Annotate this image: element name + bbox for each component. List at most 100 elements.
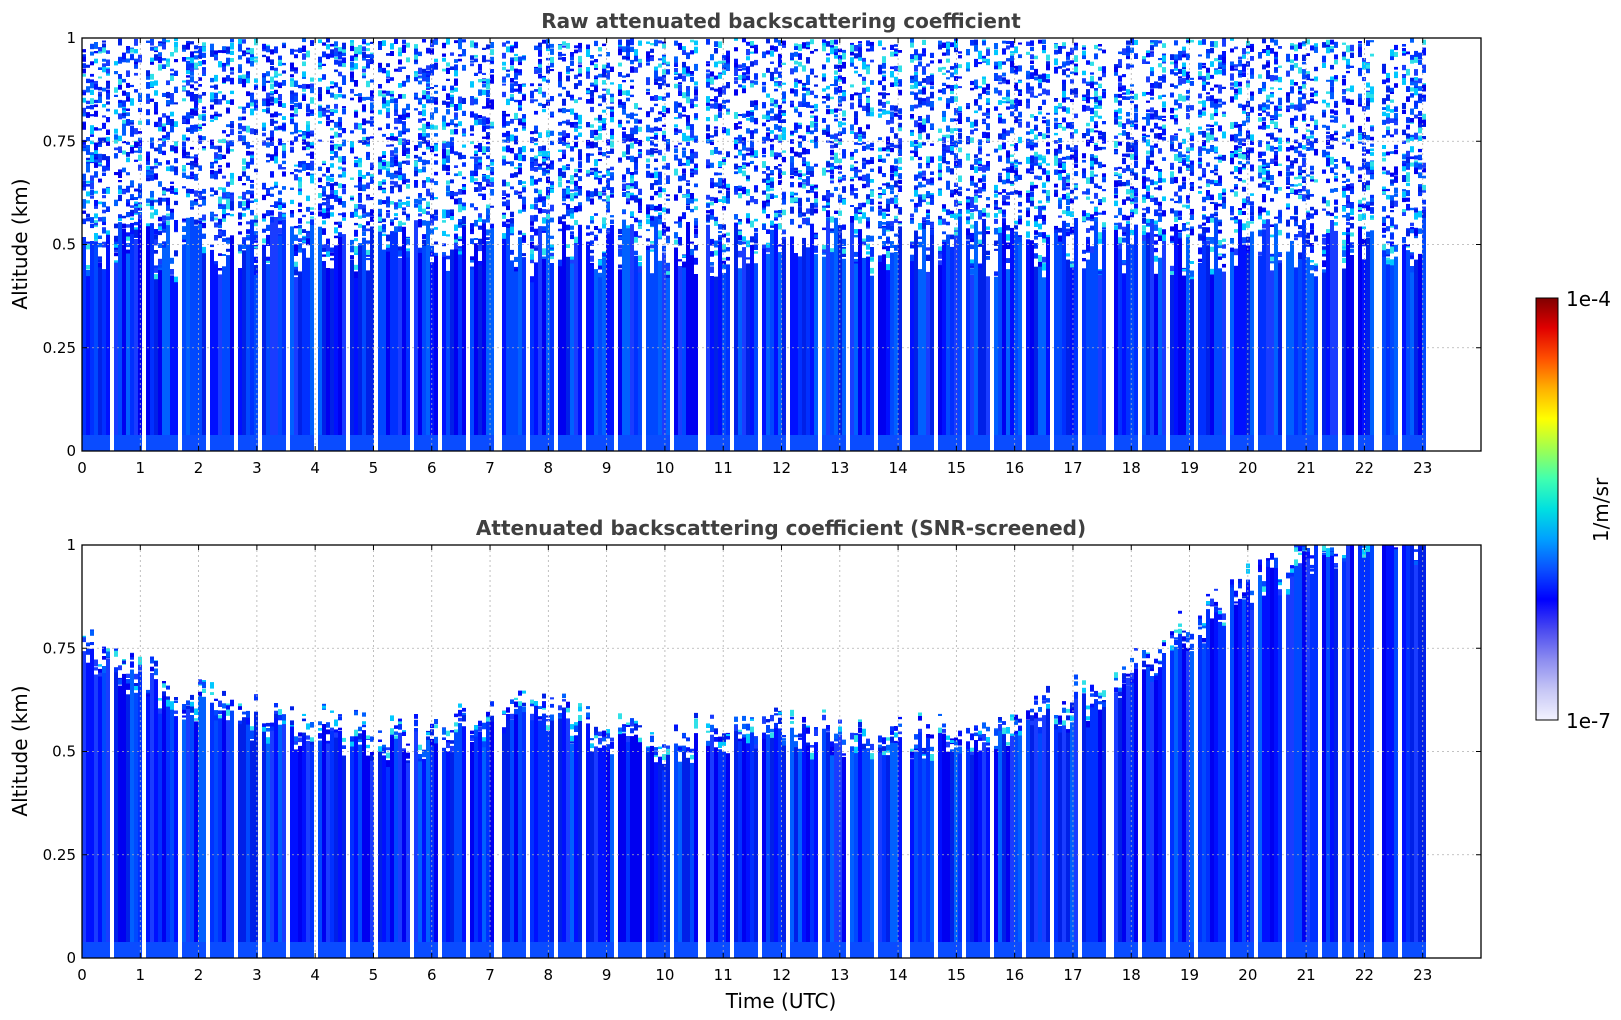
- heatmap-column: [678, 266, 682, 451]
- heatmap-speckle: [270, 216, 274, 223]
- heatmap-speckle: [586, 169, 590, 174]
- heatmap-speckle: [478, 217, 482, 222]
- heatmap-surface-cell: [330, 435, 334, 451]
- heatmap-speckle: [238, 64, 242, 70]
- heatmap-speckle: [574, 206, 578, 213]
- heatmap-speckle: [694, 151, 698, 159]
- heatmap-speckle: [722, 257, 726, 260]
- heatmap-speckle: [274, 67, 278, 72]
- heatmap-speckle: [202, 115, 206, 122]
- heatmap-speckle: [814, 75, 818, 78]
- heatmap-speckle: [610, 128, 614, 136]
- heatmap-speckle: [666, 70, 670, 75]
- heatmap-speckle: [102, 209, 106, 214]
- heatmap-speckle: [766, 127, 770, 132]
- heatmap-speckle: [198, 98, 202, 103]
- heatmap-speckle: [86, 213, 90, 217]
- heatmap-speckle: [566, 164, 570, 167]
- heatmap-speckle: [154, 102, 158, 107]
- heatmap-speckle: [650, 43, 654, 46]
- heatmap-speckle: [370, 209, 374, 216]
- heatmap-speckle: [118, 74, 122, 81]
- heatmap-speckle: [106, 50, 110, 54]
- heatmap-speckle: [238, 268, 242, 273]
- heatmap-speckle: [762, 122, 766, 127]
- heatmap-speckle: [322, 191, 326, 197]
- heatmap-speckle: [714, 241, 718, 248]
- heatmap-speckle: [794, 151, 798, 157]
- heatmap-speckle: [674, 239, 678, 245]
- heatmap-speckle: [102, 218, 106, 226]
- heatmap-speckle: [322, 202, 326, 206]
- heatmap-speckle: [626, 52, 630, 60]
- heatmap-speckle: [210, 174, 214, 179]
- heatmap-speckle: [442, 153, 446, 159]
- heatmap-speckle: [658, 230, 662, 236]
- heatmap-speckle: [322, 107, 326, 113]
- heatmap-speckle: [754, 73, 758, 80]
- heatmap-speckle: [422, 109, 426, 117]
- heatmap-speckle: [558, 158, 562, 162]
- heatmap-speckle: [478, 115, 482, 119]
- heatmap-speckle: [326, 89, 330, 95]
- heatmap-speckle: [194, 104, 198, 111]
- heatmap-speckle: [434, 153, 438, 157]
- heatmap-speckle: [882, 74, 886, 78]
- heatmap-speckle: [558, 108, 562, 113]
- heatmap-speckle: [858, 74, 862, 77]
- heatmap-speckle: [318, 211, 322, 217]
- heatmap-speckle: [266, 71, 270, 77]
- heatmap-speckle: [190, 96, 194, 102]
- heatmap-speckle: [118, 57, 122, 61]
- heatmap-speckle: [622, 183, 626, 190]
- heatmap-speckle: [94, 110, 98, 117]
- heatmap-speckle: [194, 81, 198, 84]
- heatmap-speckle: [302, 53, 306, 60]
- heatmap-speckle: [610, 193, 614, 198]
- heatmap-speckle: [334, 131, 338, 138]
- heatmap-speckle: [694, 168, 698, 171]
- heatmap-speckle: [250, 94, 254, 98]
- heatmap-column: [490, 227, 494, 451]
- heatmap-speckle: [278, 204, 282, 210]
- heatmap-speckle: [250, 97, 254, 103]
- heatmap-column: [330, 268, 334, 451]
- heatmap-speckle: [826, 105, 830, 109]
- heatmap-speckle: [866, 112, 870, 117]
- heatmap-speckle: [834, 76, 838, 83]
- heatmap-speckle: [422, 104, 426, 109]
- heatmap-speckle: [426, 211, 430, 215]
- heatmap-speckle: [898, 109, 902, 113]
- heatmap-speckle: [482, 176, 486, 182]
- heatmap-surface-cell: [782, 435, 786, 451]
- heatmap-speckle: [910, 79, 914, 84]
- heatmap-speckle: [658, 204, 662, 211]
- heatmap-speckle: [366, 249, 370, 256]
- heatmap-speckle: [726, 256, 730, 261]
- heatmap-speckle: [190, 160, 194, 168]
- heatmap-speckle: [574, 168, 578, 173]
- heatmap-speckle: [806, 125, 810, 133]
- heatmap-speckle: [186, 112, 190, 119]
- heatmap-speckle: [850, 164, 854, 169]
- heatmap-speckle: [586, 225, 590, 230]
- heatmap-speckle: [690, 168, 694, 171]
- heatmap-surface-cell: [306, 435, 310, 451]
- heatmap-speckle: [246, 78, 250, 84]
- heatmap-speckle: [578, 188, 582, 195]
- heatmap-speckle: [446, 67, 450, 74]
- heatmap-speckle: [510, 161, 514, 167]
- heatmap-speckle: [570, 94, 574, 99]
- heatmap-speckle: [270, 66, 274, 71]
- heatmap-speckle: [442, 230, 446, 236]
- heatmap-surface-cell: [426, 435, 430, 451]
- heatmap-speckle: [794, 78, 798, 83]
- heatmap-speckle: [638, 210, 642, 213]
- heatmap-speckle: [534, 188, 538, 194]
- heatmap-speckle: [782, 101, 786, 104]
- heatmap-speckle: [782, 171, 786, 175]
- heatmap-speckle: [334, 57, 338, 60]
- heatmap-speckle: [802, 87, 806, 90]
- heatmap-speckle: [270, 49, 274, 55]
- heatmap-speckle: [446, 101, 450, 107]
